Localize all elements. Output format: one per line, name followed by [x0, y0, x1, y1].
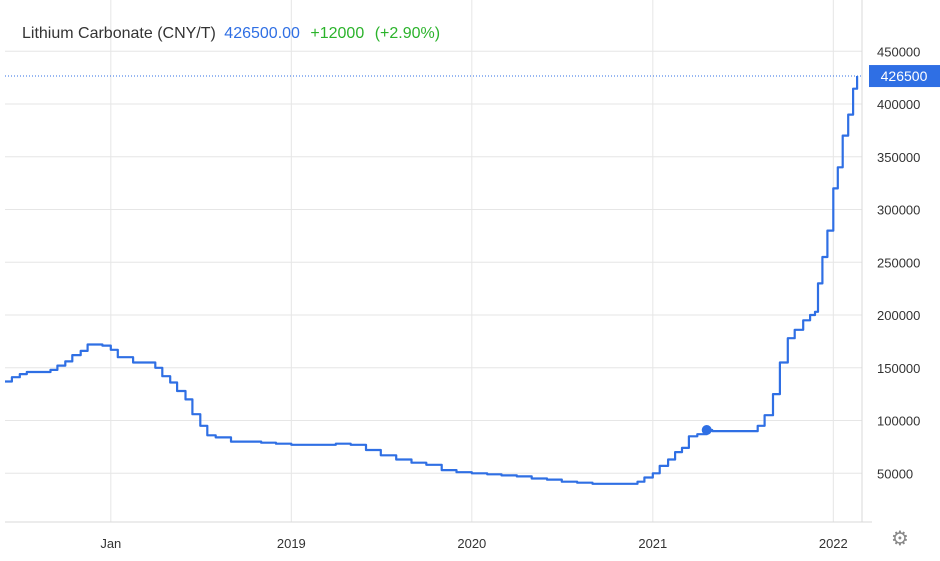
price-tag-box — [869, 65, 940, 88]
y-tick-label: 100000 — [877, 414, 920, 429]
x-tick-label: 2021 — [638, 536, 667, 551]
y-tick-label: 300000 — [877, 203, 920, 218]
x-tick-label: 2019 — [277, 536, 306, 551]
price-change-percent: (+2.90%) — [374, 25, 441, 42]
y-tick-label: 250000 — [877, 255, 920, 270]
y-tick-label: 200000 — [877, 308, 920, 323]
y-tick-label: 150000 — [877, 361, 920, 376]
y-tick-label: 50000 — [877, 466, 913, 481]
x-tick-label: 2022 — [819, 536, 848, 551]
gear-icon[interactable]: ⚙ — [891, 528, 909, 550]
chart-header: Lithium Carbonate (CNY/T) 426500.00 +120… — [22, 25, 440, 43]
y-tick-label: 350000 — [877, 150, 920, 165]
x-tick-label: Jan — [100, 536, 121, 551]
chart-title: Lithium Carbonate (CNY/T) — [22, 25, 216, 42]
data-point-marker — [701, 424, 712, 435]
last-price: 426500.00 — [224, 25, 300, 42]
x-tick-label: 2020 — [457, 536, 486, 551]
series-line — [5, 76, 859, 485]
price-tag-label: 426500 — [881, 68, 928, 84]
y-tick-label: 450000 — [877, 44, 920, 59]
y-tick-label: 400000 — [877, 97, 920, 112]
price-change: +12000 — [310, 25, 365, 42]
